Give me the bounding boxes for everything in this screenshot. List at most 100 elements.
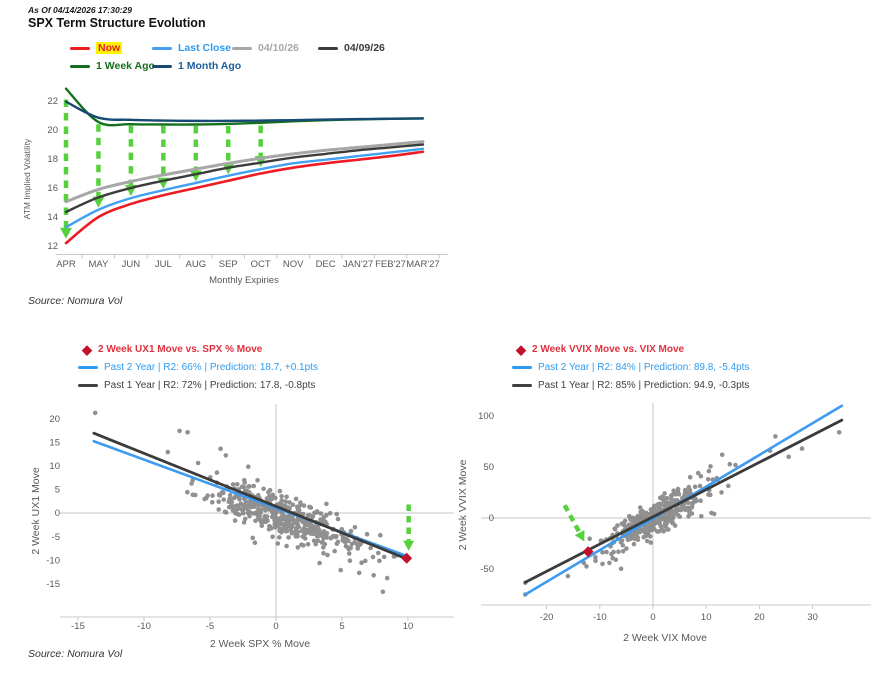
- term-x-tick-label: MAR'27: [406, 259, 440, 270]
- source-note-bottom: Source: Nomura Vol: [28, 648, 123, 660]
- term-x-tick-label: APR: [56, 259, 76, 270]
- ux1-spx-legend-title-label: 2 Week UX1 Move vs. SPX % Move: [98, 343, 263, 355]
- vvix-vix-x-tick-label: 0: [650, 612, 655, 623]
- legend-label: Last Close: [178, 42, 232, 54]
- legend-swatch: [70, 46, 90, 50]
- diamond-icon: ◆: [82, 341, 92, 357]
- vvix-vix-pointer-arrow: [562, 504, 585, 542]
- ux1-spx-current-point-diamond: [401, 552, 413, 564]
- legend-item-1-month-ago: 1 Month Ago: [152, 60, 241, 72]
- ux1-spx-x-tick-label: -15: [71, 621, 85, 632]
- term-x-tick-label: OCT: [251, 259, 271, 270]
- term-decline-arrow: [60, 99, 72, 239]
- legend-item-04-10-26: 04/10/26: [232, 42, 299, 54]
- legend-swatch: [512, 365, 532, 369]
- vvix-vix-regression-line-past-1-year: [523, 418, 844, 584]
- series-04-10-26: [64, 140, 425, 204]
- ux1-scatter-chart: -15 -10 -5 0 5 10 -15 -10 -5 0 5 10 15 20 2 Week SPX %…: [30, 404, 454, 650]
- diamond-icon: ◆: [516, 341, 526, 357]
- legend-swatch: [78, 365, 98, 369]
- legend-swatch: [78, 383, 98, 387]
- vvix-scatter-legend: ◆ 2 Week VVIX Move vs. VIX Move Past 2 Yea…: [512, 340, 749, 394]
- ux1-spx-y-tick-label: 10: [49, 461, 60, 472]
- ux1-spx-y-tick-label: 0: [55, 508, 60, 519]
- term-x-tick-label: AUG: [186, 259, 207, 270]
- vvix-vix-x-tick-label: 10: [701, 612, 712, 623]
- term-x-tick-label: JAN'27: [343, 259, 373, 270]
- legend-swatch: [232, 46, 252, 50]
- ux1-spx-x-tick-label: -5: [206, 621, 214, 632]
- vvix-vix-x-tick-label: -20: [540, 612, 554, 623]
- legend-label: 1 Week Ago: [96, 60, 155, 72]
- term-x-tick-label: DEC: [316, 259, 336, 270]
- legend-label: Past 1 Year | R2: 72% | Prediction: 17.8…: [104, 379, 316, 391]
- ux1-spx-y-tick-label: -15: [46, 579, 60, 590]
- legend-label: 04/10/26: [258, 42, 299, 54]
- term-y-axis-title: ATM Implied Volatility: [22, 138, 32, 219]
- term-x-tick-label: JUL: [155, 259, 172, 270]
- legend-label: Past 2 Year | R2: 84% | Prediction: 89.8…: [538, 361, 750, 373]
- term-x-tick-label: FEB'27: [375, 259, 406, 270]
- ux1-spx-x-tick-label: 5: [339, 621, 344, 632]
- legend-label: Past 1 Year | R2: 85% | Prediction: 94.9…: [538, 379, 750, 391]
- vvix-vix-x-tick-label: 20: [754, 612, 765, 623]
- term-y-tick-label: 14: [47, 212, 58, 223]
- vvix-vix-legend-row-past-1-year: Past 1 Year | R2: 85% | Prediction: 94.9…: [512, 376, 749, 394]
- ux1-spx-y-tick-label: 15: [49, 437, 60, 448]
- series-1-month-ago: [64, 100, 425, 123]
- ux1-spx-y-tick-label: 20: [49, 414, 60, 425]
- vvix-vix-y-tick-label: -50: [480, 564, 494, 575]
- vvix-vix-x-axis-title: 2 Week VIX Move: [623, 632, 707, 644]
- ux1-scatter-legend: ◆ 2 Week UX1 Move vs. SPX % Move Past 2 Ye…: [78, 340, 318, 394]
- vvix-vix-legend-row-past-2-year: Past 2 Year | R2: 84% | Prediction: 89.8…: [512, 358, 749, 376]
- vvix-vix-legend-title: ◆ 2 Week VVIX Move vs. VIX Move: [512, 340, 749, 358]
- legend-swatch: [318, 46, 338, 50]
- source-note-top: Source: Nomura Vol: [28, 295, 123, 307]
- legend-item-1-week-ago: 1 Week Ago: [70, 60, 155, 72]
- vvix-vix-gridlines: [481, 403, 871, 605]
- ux1-spx-y-tick-label: -10: [46, 555, 60, 566]
- legend-item-now: Now: [70, 42, 123, 54]
- vvix-vix-x-tick-label: -10: [593, 612, 607, 623]
- series-last-close: [64, 147, 425, 229]
- legend-swatch: [152, 46, 172, 50]
- ux1-spx-legend-row-past-1-year: Past 1 Year | R2: 72% | Prediction: 17.8…: [78, 376, 318, 394]
- legend-label: Past 2 Year | R2: 66% | Prediction: 18.7…: [104, 361, 318, 373]
- ux1-spx-scatter-cloud: [92, 410, 399, 595]
- ux1-spx-x-tick-label: 0: [273, 621, 278, 632]
- series-now: [64, 150, 425, 245]
- term-structure-legend: Now Last Close 04/10/26 04/09/26 1 Week Ago 1…: [20, 40, 460, 80]
- vvix-vix-x-tick-label: 30: [807, 612, 818, 623]
- ux1-spx-legend-row-past-2-year: Past 2 Year | R2: 66% | Prediction: 18.7…: [78, 358, 318, 376]
- ux1-spx-y-axis-title: 2 Week UX1 Move: [30, 467, 42, 555]
- page-title: SPX Term Structure Evolution: [28, 16, 206, 30]
- ux1-spx-x-axis-title: 2 Week SPX % Move: [210, 638, 310, 650]
- ux1-spx-x-tick-label: -10: [137, 621, 151, 632]
- term-x-axis-title: Monthly Expiries: [209, 275, 279, 286]
- legend-swatch: [512, 383, 532, 387]
- ux1-spx-x-tick-label: 10: [403, 621, 414, 632]
- term-x-tick-label: SEP: [219, 259, 238, 270]
- vvix-scatter-chart: -20 -10 0 10 20 30 -50 0 50 100 2 Week VIX Move 2 W…: [457, 403, 871, 644]
- legend-item-04-09-26: 04/09/26: [318, 42, 385, 54]
- ux1-spx-y-tick-label: -5: [52, 532, 60, 543]
- vvix-vix-scatter-cloud: [523, 430, 842, 597]
- term-decline-arrow: [124, 125, 137, 196]
- as-of-timestamp: As Of 04/14/2026 17:30:29: [28, 5, 132, 15]
- legend-swatch: [152, 64, 172, 68]
- vvix-vix-axes: -20 -10 0 10 20 30 -50 0 50 100: [478, 411, 871, 623]
- vvix-vix-y-tick-label: 100: [478, 411, 494, 422]
- ux1-spx-pointer-arrow: [403, 504, 415, 551]
- vvix-vix-y-axis-title: 2 Week VVIX Move: [457, 459, 469, 550]
- ux1-spx-legend-title: ◆ 2 Week UX1 Move vs. SPX % Move: [78, 340, 318, 358]
- term-x-axis: APR MAY JUN JUL AUG SEP OCT NOV DEC JAN'27 FEB'27 M…: [56, 254, 448, 270]
- term-y-axis: 12 14 16 18 20 22: [47, 96, 58, 252]
- legend-label: 04/09/26: [344, 42, 385, 54]
- vvix-vix-current-point-diamond: [582, 546, 594, 558]
- term-structure-chart: APR MAY JUN JUL AUG SEP OCT NOV DEC JAN'27 FEB'27 M…: [22, 87, 448, 286]
- vvix-vix-y-tick-label: 0: [489, 513, 494, 524]
- ux1-spx-axes: -15 -10 -5 0 5 10 -15 -10 -5 0 5 10 15 20: [46, 414, 454, 632]
- term-y-tick-label: 16: [47, 183, 58, 194]
- ux1-spx-regression-line-past-1-year: [92, 431, 409, 561]
